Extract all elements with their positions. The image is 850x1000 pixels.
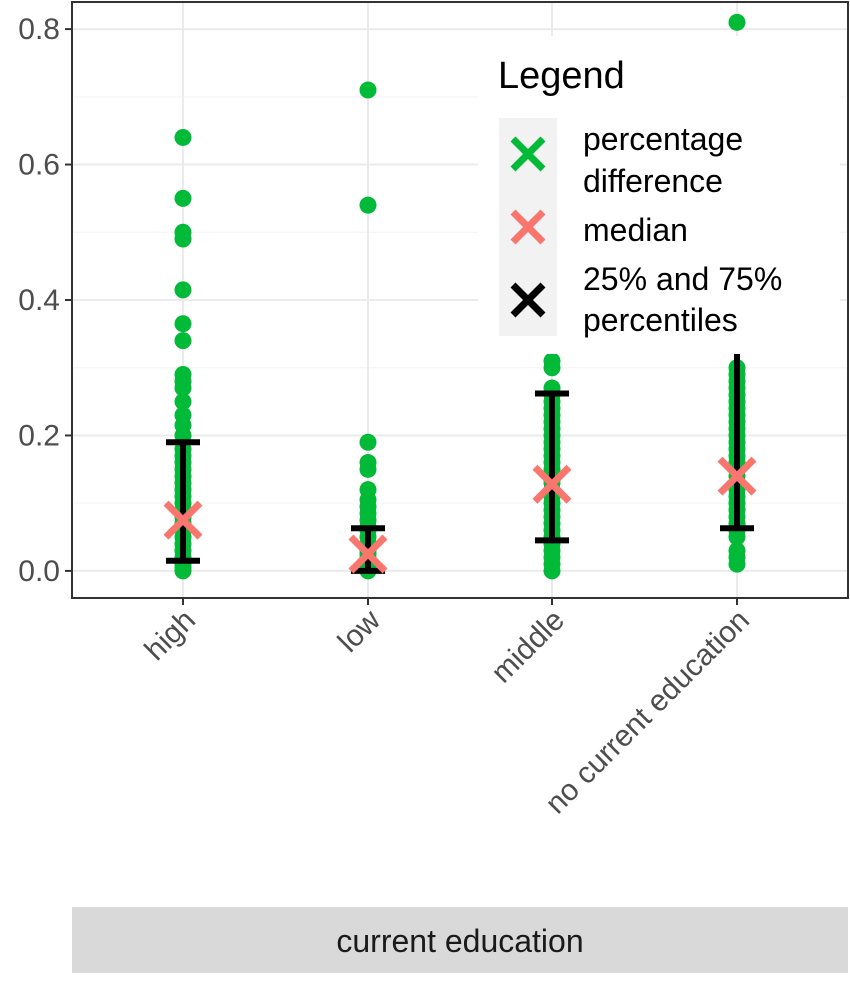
data-point bbox=[174, 406, 192, 424]
data-point bbox=[174, 223, 192, 241]
data-point bbox=[359, 81, 377, 99]
legend-key-median bbox=[510, 209, 546, 245]
percentile-errorbar bbox=[166, 439, 200, 564]
x-tick-label: low bbox=[332, 603, 387, 658]
percentile-errorbar bbox=[720, 344, 754, 532]
data-point bbox=[359, 196, 377, 214]
strip-background bbox=[72, 907, 848, 973]
data-point bbox=[174, 315, 192, 333]
data-point bbox=[359, 433, 377, 451]
y-tick-label: 0.4 bbox=[18, 284, 60, 317]
legend-key-point bbox=[510, 136, 546, 172]
data-point bbox=[543, 352, 561, 370]
legend-label: median bbox=[583, 212, 688, 248]
legend-key-percentiles bbox=[510, 282, 546, 318]
legend: Legend percentage difference median 25% and… bbox=[478, 36, 840, 354]
legend-label: percentiles bbox=[583, 302, 738, 338]
x-tick-label: high bbox=[139, 604, 202, 667]
data-point bbox=[728, 13, 746, 31]
legend-title: Legend bbox=[498, 55, 625, 97]
data-point bbox=[174, 128, 192, 146]
percentile-errorbar bbox=[535, 390, 569, 544]
median-marker bbox=[348, 534, 388, 574]
x-tick-label: middle bbox=[485, 604, 571, 690]
y-tick-label: 0.0 bbox=[18, 555, 60, 588]
legend-label: 25% and 75% bbox=[583, 261, 782, 297]
data-point bbox=[174, 189, 192, 207]
y-tick-label: 0.8 bbox=[18, 13, 60, 46]
data-point bbox=[359, 454, 377, 472]
y-tick-label: 0.2 bbox=[18, 419, 60, 452]
median-marker bbox=[532, 464, 572, 504]
data-point bbox=[174, 366, 192, 383]
strip-label: current education bbox=[336, 923, 583, 959]
data-point bbox=[359, 481, 377, 499]
data-point bbox=[174, 281, 192, 299]
x-tick-label: no current education bbox=[539, 604, 756, 821]
data-point bbox=[728, 542, 746, 560]
y-tick-label: 0.6 bbox=[18, 149, 60, 182]
data-point bbox=[174, 332, 192, 350]
median-marker bbox=[717, 456, 757, 496]
legend-label: percentage bbox=[583, 121, 743, 157]
data-point bbox=[174, 393, 192, 411]
plot-marks bbox=[163, 13, 757, 580]
median-marker bbox=[163, 500, 203, 540]
legend-label: difference bbox=[583, 163, 723, 199]
facet-strip: current education bbox=[72, 907, 848, 973]
